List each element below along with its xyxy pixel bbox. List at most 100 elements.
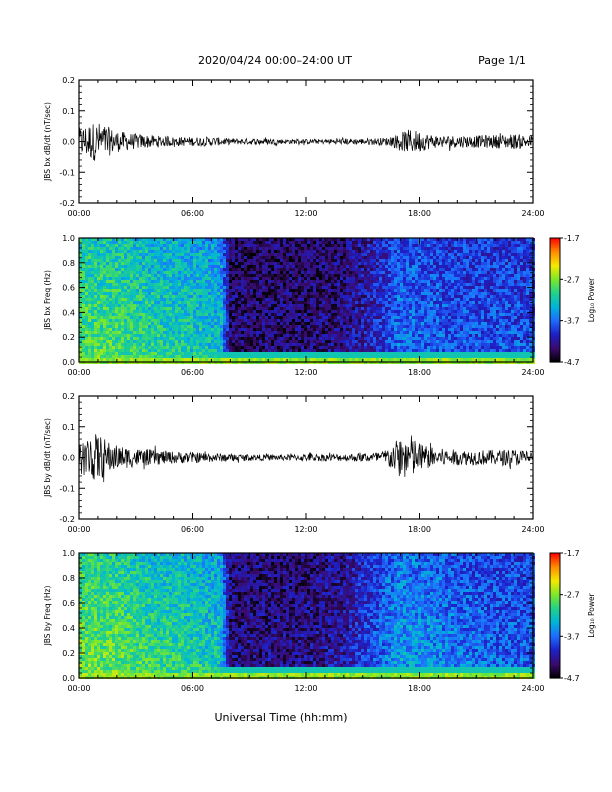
spectrogram-cell bbox=[181, 262, 184, 265]
spectrogram-cell bbox=[241, 322, 244, 325]
spectrogram-cell bbox=[295, 292, 298, 295]
spectrogram-cell bbox=[355, 280, 358, 283]
spectrogram-cell bbox=[214, 295, 217, 298]
spectrogram-cell bbox=[388, 280, 391, 283]
spectrogram-cell bbox=[214, 286, 217, 289]
spectrogram-cell bbox=[172, 313, 175, 316]
spectrogram-cell bbox=[208, 262, 211, 265]
spectrogram-cell bbox=[322, 253, 325, 256]
spectrogram-cell bbox=[118, 331, 121, 334]
spectrogram-cell bbox=[232, 295, 235, 298]
spectrogram-cell bbox=[142, 280, 145, 283]
spectrogram-cell bbox=[328, 265, 331, 268]
spectrogram-cell bbox=[187, 262, 190, 265]
spectrogram-cell bbox=[280, 322, 283, 325]
spectrogram-cell bbox=[136, 289, 139, 292]
spectrogram-cell bbox=[103, 352, 106, 355]
spectrogram-cell bbox=[232, 337, 235, 340]
spectrogram-cell bbox=[280, 349, 283, 352]
spectrogram-cell bbox=[406, 334, 409, 337]
spectrogram-cell bbox=[145, 340, 148, 343]
spectrogram-cell bbox=[310, 250, 313, 253]
spectrogram-cell bbox=[172, 334, 175, 337]
spectrogram-cell bbox=[250, 241, 253, 244]
spectrogram-cell bbox=[151, 280, 154, 283]
spectrogram-cell bbox=[268, 277, 271, 280]
spectrogram-cell bbox=[94, 328, 97, 331]
spectrogram-cell bbox=[163, 310, 166, 313]
spectrogram-cell bbox=[301, 268, 304, 271]
spectrogram-cell bbox=[370, 253, 373, 256]
spectrogram-cell bbox=[388, 295, 391, 298]
spectrogram-cell bbox=[277, 286, 280, 289]
spectrogram-cell bbox=[409, 250, 412, 253]
spectrogram-cell bbox=[379, 292, 382, 295]
spectrogram-cell bbox=[91, 244, 94, 247]
spectrogram-cell bbox=[190, 238, 193, 241]
spectrogram-cell bbox=[370, 271, 373, 274]
spectrogram-cell bbox=[178, 319, 181, 322]
spectrogram-cell bbox=[289, 286, 292, 289]
spectrogram-cell bbox=[229, 325, 232, 328]
spectrogram-cell bbox=[298, 316, 301, 319]
spectrogram-cell bbox=[232, 253, 235, 256]
spectrogram-cell bbox=[82, 274, 85, 277]
spectrogram-cell bbox=[238, 292, 241, 295]
spectrogram-cell bbox=[382, 259, 385, 262]
spectrogram-cell bbox=[316, 262, 319, 265]
spectrogram-cell bbox=[418, 250, 421, 253]
spectrogram-cell bbox=[172, 250, 175, 253]
spectrogram-cell bbox=[361, 343, 364, 346]
spectrogram-cell bbox=[292, 322, 295, 325]
spectrogram-cell bbox=[274, 295, 277, 298]
spectrogram-cell bbox=[400, 355, 403, 358]
spectrogram-cell bbox=[79, 289, 82, 292]
spectrogram-cell bbox=[250, 277, 253, 280]
spectrogram-cell bbox=[325, 292, 328, 295]
spectrogram-cell bbox=[337, 316, 340, 319]
spectrogram-cell bbox=[427, 280, 430, 283]
spectrogram-cell bbox=[157, 343, 160, 346]
spectrogram-cell bbox=[130, 319, 133, 322]
spectrogram-cell bbox=[199, 259, 202, 262]
spectrogram-cell bbox=[133, 304, 136, 307]
spectrogram-cell bbox=[361, 256, 364, 259]
spectrogram-cell bbox=[418, 268, 421, 271]
spectrogram-cell bbox=[421, 247, 424, 250]
spectrogram-cell bbox=[298, 340, 301, 343]
spectrogram-cell bbox=[238, 358, 241, 361]
spectrogram-cell bbox=[94, 340, 97, 343]
spectrogram-cell bbox=[85, 298, 88, 301]
spectrogram-cell bbox=[301, 319, 304, 322]
spectrogram-cell bbox=[79, 349, 82, 352]
spectrogram-cell bbox=[220, 355, 223, 358]
spectrogram-cell bbox=[379, 337, 382, 340]
spectrogram-cell bbox=[355, 283, 358, 286]
spectrogram-cell bbox=[385, 319, 388, 322]
spectrogram-cell bbox=[304, 277, 307, 280]
spectrogram-cell bbox=[388, 337, 391, 340]
spectrogram-cell bbox=[145, 256, 148, 259]
spectrogram-cell bbox=[214, 352, 217, 355]
spectrogram-cell bbox=[238, 301, 241, 304]
spectrogram-cell bbox=[187, 253, 190, 256]
spectrogram-cell bbox=[367, 250, 370, 253]
spectrogram-cell bbox=[373, 358, 376, 361]
spectrogram-cell bbox=[274, 355, 277, 358]
spectrogram-cell bbox=[178, 343, 181, 346]
spectrogram-cell bbox=[388, 274, 391, 277]
spectrogram-cell bbox=[106, 289, 109, 292]
spectrogram-cell bbox=[286, 301, 289, 304]
spectrogram-cell bbox=[412, 310, 415, 313]
spectrogram-cell bbox=[160, 346, 163, 349]
spectrogram-cell bbox=[190, 349, 193, 352]
spectrogram-cell bbox=[415, 265, 418, 268]
spectrogram-cell bbox=[157, 268, 160, 271]
spectrogram-cell bbox=[112, 244, 115, 247]
spectrogram-cell bbox=[349, 334, 352, 337]
spectrogram-cell bbox=[319, 283, 322, 286]
spectrogram-cell bbox=[163, 298, 166, 301]
spectrogram-cell bbox=[364, 268, 367, 271]
spectrogram-cell bbox=[355, 304, 358, 307]
